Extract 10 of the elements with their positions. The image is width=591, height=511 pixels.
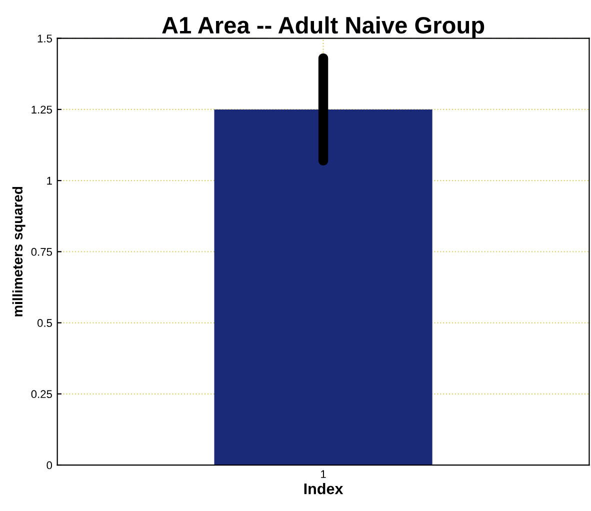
y-tick-label: 0.25 [31, 390, 52, 398]
y-tick-label: 0.75 [31, 248, 52, 256]
y-tick-label: 1 [47, 176, 52, 185]
y-tick-label: 1.5 [38, 34, 52, 42]
y-tick-label: 0.5 [37, 319, 52, 327]
y-tick-label: 0 [46, 461, 52, 470]
y-tick-label: 1.25 [32, 106, 52, 114]
chart-title: A1 Area -- Adult Naive Group [162, 16, 484, 38]
x-axis-title: Index [304, 483, 344, 494]
y-axis-title: millimeters squared [12, 186, 26, 316]
